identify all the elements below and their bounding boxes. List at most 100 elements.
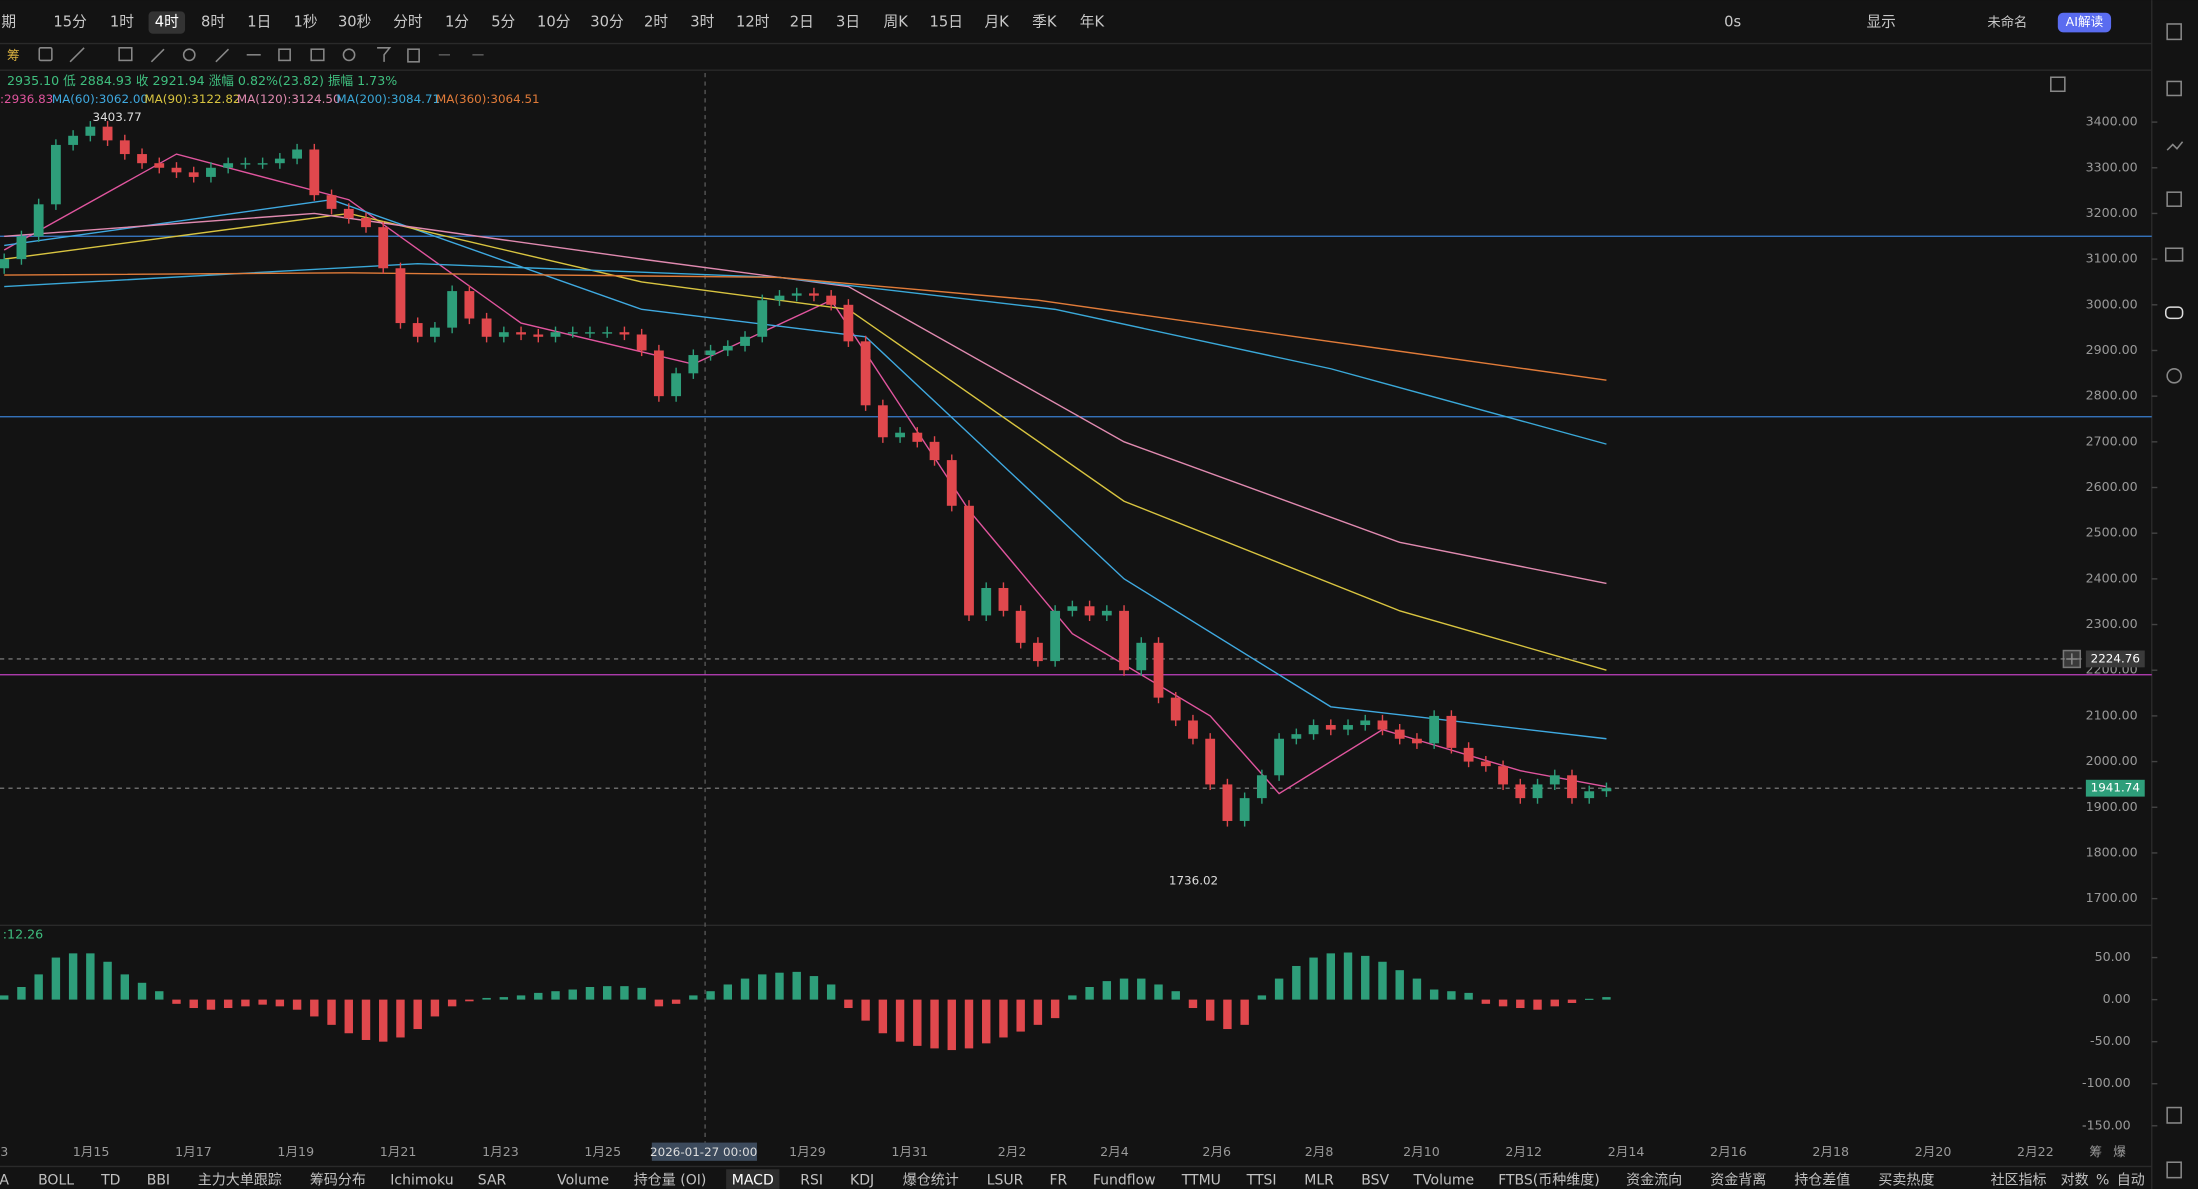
sidebar-icon[interactable] — [2166, 191, 2182, 207]
macd-bar — [379, 999, 388, 1042]
indicator-tab[interactable]: 持仓量 (OI) — [634, 1172, 707, 1188]
sidebar-icon[interactable] — [2166, 23, 2182, 41]
icon[interactable] — [310, 48, 325, 62]
period-tab[interactable]: 30秒 — [338, 14, 372, 31]
indicator-tab[interactable]: Ichimoku — [390, 1172, 453, 1188]
ai-button[interactable]: AI解读 — [2066, 14, 2104, 29]
macd-bar — [1395, 970, 1404, 1000]
icon[interactable] — [2050, 76, 2066, 93]
period-tab[interactable]: 1时 — [110, 14, 134, 31]
period-tab[interactable]: 8时 — [201, 14, 225, 31]
period-tab[interactable]: 1分 — [445, 14, 469, 31]
indicator-tab[interactable]: 资金流向 — [1626, 1172, 1682, 1188]
indicator-tab[interactable]: A — [0, 1172, 9, 1188]
candle — [378, 227, 389, 269]
period-tab[interactable]: 1日 — [247, 14, 271, 31]
period-tab[interactable]: 1秒 — [294, 14, 318, 31]
candle — [1394, 729, 1405, 739]
icon[interactable] — [118, 47, 133, 62]
macd-bar — [0, 995, 9, 1000]
timer[interactable]: 0s — [1724, 14, 1741, 31]
period-tab[interactable]: 3时 — [690, 14, 714, 31]
layout-name[interactable]: 未命名 — [1987, 14, 2027, 31]
indicator-tab[interactable]: BSV — [1361, 1172, 1389, 1188]
sidebar-icon[interactable] — [2166, 1161, 2182, 1179]
indicator-tab[interactable]: TD — [100, 1172, 120, 1188]
indicator-tab[interactable]: BBI — [147, 1172, 170, 1188]
sidebar-icon[interactable] — [2164, 247, 2184, 262]
period-tab[interactable]: 12时 — [736, 14, 770, 31]
period-tab[interactable]: 年K — [1080, 14, 1105, 31]
period-tab[interactable]: 季K — [1032, 14, 1057, 31]
indicator-tab[interactable]: Fundflow — [1093, 1172, 1156, 1188]
period-tab[interactable]: 15分 — [53, 14, 87, 31]
indicator-tab[interactable]: FTBS(币种维度) — [1498, 1172, 1600, 1188]
period-tab[interactable]: 分时 — [393, 14, 423, 31]
indicator-tab[interactable]: SAR — [478, 1172, 507, 1188]
y-tick-label: 2300.00 — [2086, 616, 2138, 631]
y-tick-label: 1800.00 — [2086, 844, 2138, 859]
y-tick-label: -150.00 — [2082, 1117, 2131, 1132]
icon[interactable] — [407, 48, 420, 63]
icon[interactable] — [278, 48, 291, 62]
indicator-tab[interactable]: MACD — [732, 1172, 774, 1188]
bottom-right-label: 筹 — [2089, 1144, 2102, 1159]
candle — [240, 163, 251, 165]
period-tab[interactable]: 2时 — [644, 14, 668, 31]
candle — [516, 332, 526, 335]
candle — [1325, 725, 1336, 730]
indicator-tab[interactable]: 社区指标 — [1991, 1172, 2047, 1188]
indicator-tab[interactable]: 主力大单跟踪 — [198, 1172, 282, 1188]
indicator-tab[interactable]: MLR — [1304, 1172, 1334, 1188]
indicator-tab[interactable]: 筹码分布 — [310, 1171, 366, 1188]
indicator-tab[interactable]: RSI — [800, 1172, 823, 1188]
indicator-tab[interactable]: FR — [1049, 1172, 1067, 1188]
period-tab[interactable]: 4时 — [155, 14, 179, 31]
sidebar-icon[interactable] — [2166, 80, 2182, 97]
indicator-tab[interactable]: % — [2096, 1172, 2109, 1188]
indicator-tab[interactable]: LSUR — [987, 1172, 1024, 1188]
indicator-tab[interactable]: BOLL — [38, 1172, 74, 1188]
candle — [1274, 738, 1285, 776]
indicator-tab[interactable]: 资金背离 — [1710, 1171, 1766, 1188]
period-tab[interactable]: 30分 — [590, 14, 624, 31]
icon[interactable] — [215, 48, 230, 63]
icon[interactable] — [342, 48, 356, 62]
period-tab[interactable]: 周K — [884, 14, 909, 31]
indicator-tab[interactable]: 自动 — [2117, 1172, 2145, 1188]
candle — [981, 588, 992, 616]
candle — [498, 332, 509, 337]
indicator-tab[interactable]: TTMU — [1181, 1172, 1221, 1188]
y-tick-label: 2400.00 — [2086, 570, 2138, 585]
icon[interactable] — [182, 48, 196, 62]
period-tab[interactable]: 5分 — [491, 14, 515, 31]
period-tab[interactable]: 15日 — [929, 14, 962, 31]
icon[interactable] — [38, 47, 53, 62]
macd-bar — [1429, 989, 1439, 1000]
period-tab[interactable]: 月K — [984, 14, 1009, 31]
indicator-tab[interactable]: Volume — [557, 1172, 609, 1188]
icon[interactable] — [377, 47, 392, 62]
indicator-tab[interactable]: 买卖热度 — [1878, 1172, 1934, 1188]
display-button[interactable]: 显示 — [1866, 14, 1895, 31]
sidebar-icon[interactable] — [2164, 306, 2184, 320]
candle — [1532, 784, 1543, 799]
indicator-tab[interactable]: KDJ — [850, 1172, 874, 1188]
candle — [1412, 738, 1422, 744]
indicator-tab[interactable]: 持仓差值 — [1794, 1172, 1850, 1188]
x-tick-label: 1月17 — [175, 1144, 212, 1159]
period-tab[interactable]: 3日 — [836, 14, 860, 31]
indicator-tab[interactable]: 爆仓统计 — [903, 1172, 959, 1188]
indicator-tab[interactable]: 对数 — [2061, 1172, 2089, 1188]
icon[interactable] — [69, 47, 85, 63]
sidebar-icon[interactable] — [2166, 1106, 2182, 1124]
candle — [567, 332, 578, 334]
period-tab[interactable]: 10分 — [537, 14, 571, 31]
icon[interactable] — [150, 48, 165, 63]
indicator-tab[interactable]: TVolume — [1413, 1172, 1475, 1188]
sidebar-icon[interactable] — [2166, 141, 2184, 151]
indicator-tab[interactable]: TTSI — [1246, 1172, 1277, 1188]
x-tick-label: 3 — [0, 1144, 8, 1159]
sidebar-icon[interactable] — [2166, 368, 2182, 384]
period-tab[interactable]: 2日 — [790, 14, 814, 31]
